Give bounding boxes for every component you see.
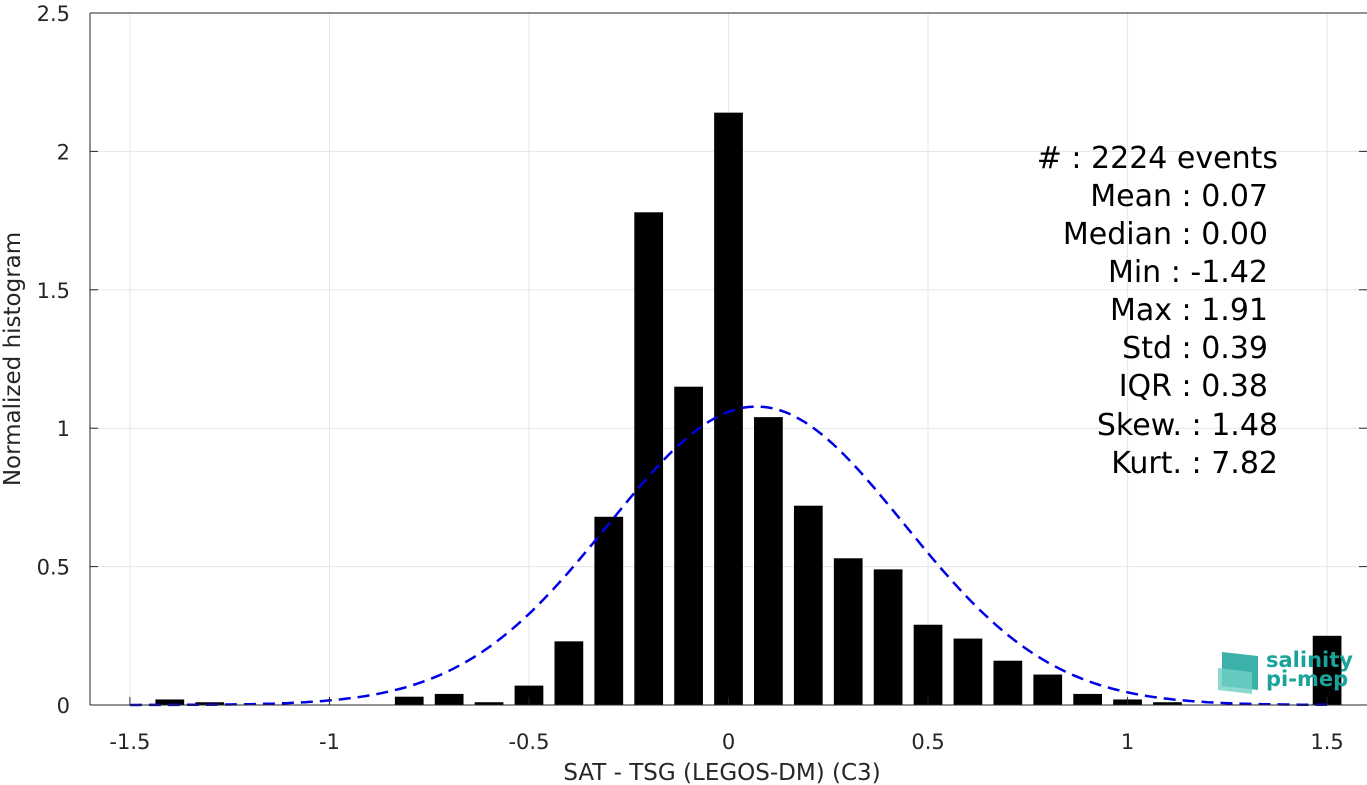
histogram-bar: [913, 624, 943, 705]
stat-line: Skew. : 1.48: [1097, 408, 1278, 443]
x-tick-label: 0: [722, 730, 735, 754]
histogram-bar: [873, 569, 903, 705]
histogram-bar: [1153, 702, 1182, 705]
x-tick-label: -1: [319, 730, 340, 754]
x-tick-label: -0.5: [508, 730, 549, 754]
histogram-bar: [993, 660, 1023, 705]
stat-line: Std : 0.39: [1122, 331, 1268, 366]
histogram-bar: [634, 212, 664, 705]
x-tick-label: 0.5: [911, 730, 944, 754]
x-tick-label: 1: [1121, 730, 1134, 754]
histogram-bar: [554, 641, 584, 705]
histogram-bar: [674, 386, 703, 705]
stat-line: Min : -1.42: [1108, 255, 1268, 290]
histogram-bar: [1312, 635, 1342, 705]
stat-line: IQR : 0.38: [1119, 369, 1268, 404]
histogram-bar: [514, 685, 544, 705]
histogram-bar: [594, 516, 624, 705]
histogram-bar: [793, 505, 823, 705]
stat-line: # : 2224 events: [1037, 141, 1278, 176]
stat-line: Max : 1.91: [1110, 293, 1268, 328]
histogram-bar: [434, 693, 464, 705]
histogram-bar: [1033, 674, 1063, 705]
histogram-bar: [474, 702, 504, 705]
x-axis-ticks: -1.5 -1 -0.5 0 0.5 1 1.5: [109, 697, 1344, 754]
histogram-bar: [155, 699, 185, 705]
y-axis-label: Normalized histogram: [0, 232, 26, 486]
logo-text-line1: salinity: [1266, 648, 1353, 672]
logo-mark-layer: [1218, 668, 1252, 694]
y-tick-label: 2: [57, 140, 70, 164]
y-axis-ticks: 0 0.5 1 1.5 2 2.5: [37, 2, 1367, 718]
histogram-bar: [953, 638, 983, 705]
histogram-bars: [155, 112, 1342, 705]
y-tick-label: 0.5: [37, 556, 70, 580]
y-tick-label: 1: [57, 417, 70, 441]
histogram-bar: [394, 696, 424, 705]
logo-text-line2: pi-mep: [1266, 667, 1348, 691]
histogram-bar: [754, 417, 783, 705]
x-tick-label: 1.5: [1310, 730, 1343, 754]
y-tick-label: 1.5: [37, 279, 70, 303]
stat-line: Median : 0.00: [1063, 217, 1268, 252]
histogram-bar: [714, 112, 743, 705]
histogram-bar: [1073, 693, 1103, 705]
x-axis-label: SAT - TSG (LEGOS-DM) (C3): [563, 760, 880, 785]
y-tick-label: 0: [57, 694, 70, 718]
x-tick-label: -1.5: [109, 730, 150, 754]
stat-line: Kurt. : 7.82: [1111, 446, 1278, 481]
stat-line: Mean : 0.07: [1090, 179, 1268, 214]
histogram-bar: [833, 558, 863, 705]
y-tick-label: 2.5: [37, 2, 70, 26]
